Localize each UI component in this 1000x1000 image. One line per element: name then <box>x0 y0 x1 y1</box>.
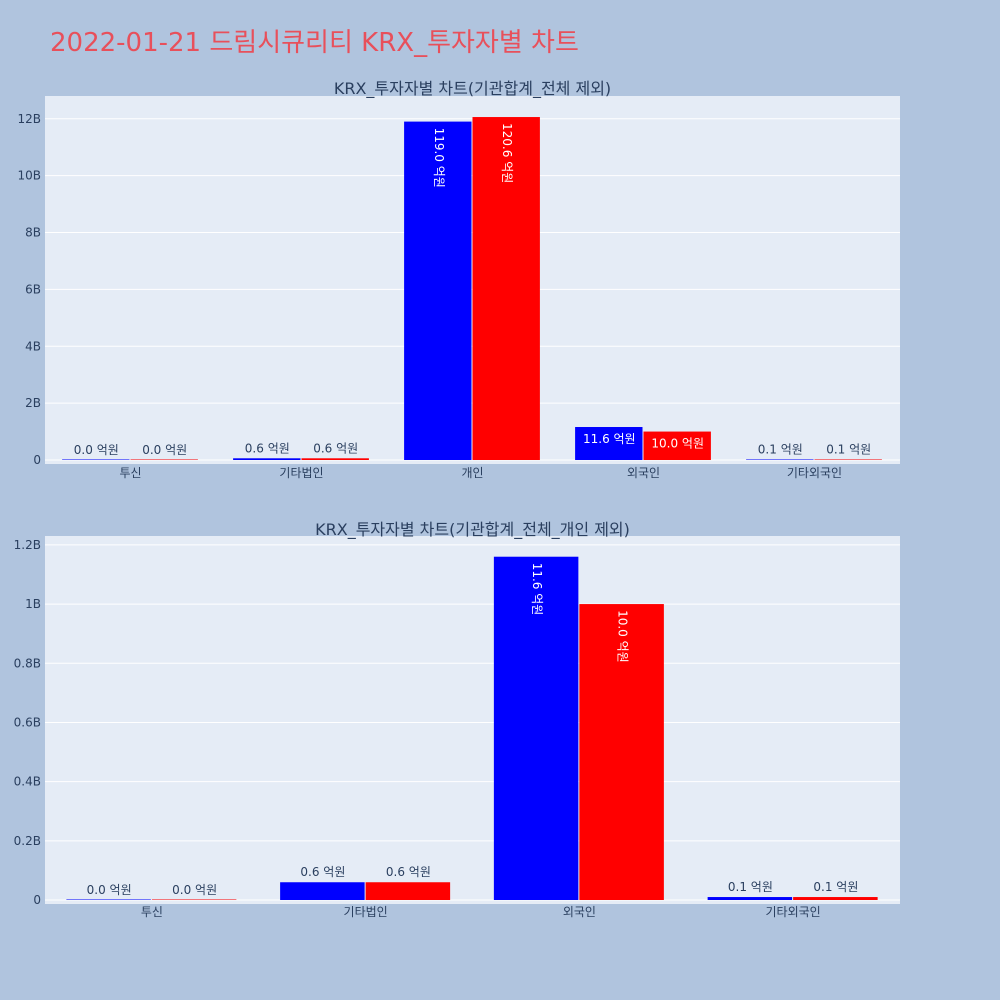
chart1-x-tick-label: 기타법인 <box>279 466 323 480</box>
chart2-y-tick-label: 0.2B <box>14 834 41 848</box>
chart1-y-tick-label: 12B <box>17 112 41 126</box>
chart1-bar <box>746 459 814 460</box>
chart1-bar <box>233 458 301 460</box>
chart2-y-tick-label: 0.4B <box>14 775 41 789</box>
chart2-y-tick-label: 0 <box>33 893 41 907</box>
chart1-x-tick-label: 외국인 <box>627 466 660 480</box>
chart2-bar-label: 0.6 억원 <box>300 865 345 879</box>
chart2-y-tick-label: 0.6B <box>14 715 41 729</box>
chart1-bar <box>404 121 472 460</box>
chart2-bar-label: 0.0 억원 <box>87 883 132 897</box>
chart1-x-tick-label: 개인 <box>461 466 483 480</box>
chart1-bar-label: 120.6 억원 <box>500 123 514 183</box>
chart2-y-tick-label: 0.8B <box>14 656 41 670</box>
chart2-x-tick-label: 투신 <box>141 905 163 919</box>
chart1-y-tick-label: 8B <box>25 226 41 240</box>
chart2-bar-label: 0.1 억원 <box>728 880 773 894</box>
chart2-bar <box>280 882 365 900</box>
chart1-y-tick-label: 6B <box>25 282 41 296</box>
page-title: 2022-01-21 드림시큐리티 KRX_투자자별 차트 <box>50 28 579 58</box>
chart1-bar <box>62 459 130 460</box>
chart1-bar-label: 0.6 억원 <box>313 441 358 455</box>
chart1-bar <box>643 431 711 460</box>
chart2-bar-label: 0.1 억원 <box>813 880 858 894</box>
chart1-bar-label: 0.0 억원 <box>142 443 187 457</box>
chart2-bar <box>707 897 793 900</box>
chart2-bar-label: 10.0 억원 <box>616 610 630 663</box>
chart1-bar <box>814 459 882 460</box>
chart1-y-tick-label: 10B <box>17 169 41 183</box>
chart1-bar-label: 10.0 억원 <box>651 437 704 451</box>
chart1-bar <box>575 427 643 460</box>
chart2-bar <box>793 897 878 900</box>
chart2-bar-label: 0.0 억원 <box>172 883 217 897</box>
chart2-y-tick-label: 1.2B <box>14 538 41 552</box>
chart1-title: KRX_투자자별 차트(기관합계_전체 제외) <box>334 79 611 99</box>
chart1-bar-label: 0.1 억원 <box>826 443 871 457</box>
chart2-plot-area <box>45 536 900 904</box>
chart2-bar <box>66 899 151 900</box>
chart2-bar <box>493 556 579 900</box>
chart1-y-tick-label: 4B <box>25 339 41 353</box>
chart1-bar-label: 11.6 억원 <box>583 432 636 446</box>
chart2-bar <box>365 882 451 900</box>
chart1-bar <box>472 117 540 460</box>
chart1-y-tick-label: 0 <box>33 453 41 467</box>
chart1-bar-label: 0.1 억원 <box>758 443 803 457</box>
chart1-bar-label: 0.6 억원 <box>245 441 290 455</box>
chart2-y-tick-label: 1B <box>25 597 41 611</box>
chart2-x-tick-label: 기타외국인 <box>766 905 821 919</box>
chart1-bar-label: 0.0 억원 <box>74 443 119 457</box>
chart2-bar-label: 11.6 억원 <box>530 563 544 616</box>
chart1-bar <box>130 459 198 460</box>
chart2-x-tick-label: 기타법인 <box>344 905 388 919</box>
chart2-bar <box>579 604 664 900</box>
chart1-x-tick-label: 투신 <box>119 466 141 480</box>
chart1-x-tick-label: 기타외국인 <box>787 466 842 480</box>
chart1-y-tick-label: 2B <box>25 396 41 410</box>
chart2-bar <box>151 899 237 900</box>
chart2-title: KRX_투자자별 차트(기관합계_전체_개인 제외) <box>315 520 630 540</box>
chart2-x-tick-label: 외국인 <box>563 905 596 919</box>
chart1-bar-label: 119.0 억원 <box>432 128 446 188</box>
chart1-bar <box>301 458 369 460</box>
chart2-bar-label: 0.6 억원 <box>386 865 431 879</box>
